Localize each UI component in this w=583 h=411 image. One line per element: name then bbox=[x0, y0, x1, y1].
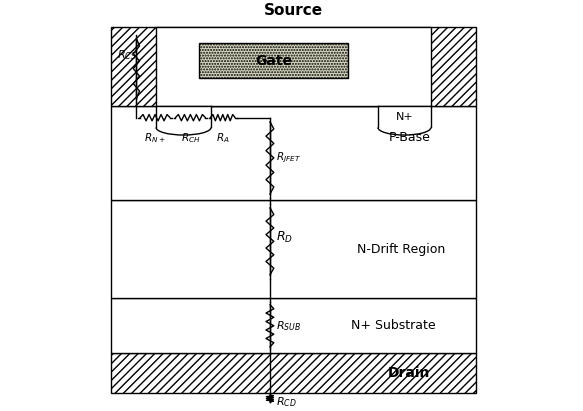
Text: $R_{JFET}$: $R_{JFET}$ bbox=[276, 151, 301, 165]
Text: Source: Source bbox=[264, 2, 323, 18]
Bar bbox=[111, 200, 476, 298]
Text: $R_{SUB}$: $R_{SUB}$ bbox=[276, 319, 301, 332]
Bar bbox=[199, 43, 349, 79]
Text: N-Drift Region: N-Drift Region bbox=[357, 243, 445, 256]
Text: Gate: Gate bbox=[255, 54, 292, 68]
Text: $R_{D}$: $R_{D}$ bbox=[276, 230, 293, 245]
Text: N+: N+ bbox=[395, 112, 413, 122]
Bar bbox=[111, 106, 476, 200]
Bar bbox=[111, 28, 476, 106]
Text: $R_{CH}$: $R_{CH}$ bbox=[181, 132, 200, 145]
Bar bbox=[111, 353, 476, 393]
Bar bbox=[156, 106, 211, 127]
Bar bbox=[111, 298, 476, 353]
Bar bbox=[378, 106, 431, 127]
Bar bbox=[111, 353, 476, 393]
Text: Drain: Drain bbox=[388, 366, 430, 380]
Text: N+ Substrate: N+ Substrate bbox=[352, 319, 436, 332]
Text: $R_{CD}$: $R_{CD}$ bbox=[276, 395, 297, 409]
Text: P-Base: P-Base bbox=[388, 131, 430, 144]
Bar bbox=[111, 28, 476, 106]
Text: $R_{N+}$: $R_{N+}$ bbox=[145, 132, 166, 145]
Text: $R_{A}$: $R_{A}$ bbox=[216, 132, 230, 145]
Bar bbox=[156, 28, 431, 106]
Text: $R_{CS}$: $R_{CS}$ bbox=[117, 48, 136, 62]
